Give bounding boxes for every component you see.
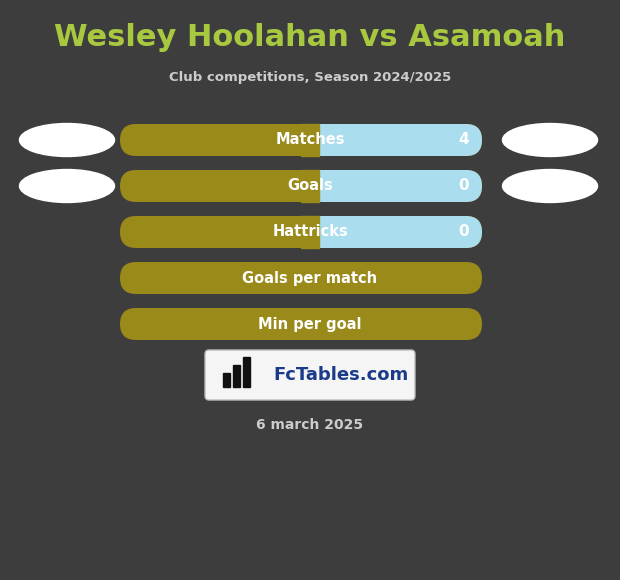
FancyBboxPatch shape	[301, 170, 482, 202]
Text: 0: 0	[459, 224, 469, 240]
Ellipse shape	[19, 169, 115, 202]
Bar	[301, 216, 319, 248]
Ellipse shape	[19, 124, 115, 157]
Bar	[233, 365, 240, 387]
FancyBboxPatch shape	[120, 170, 482, 202]
FancyBboxPatch shape	[301, 216, 482, 248]
Text: Goals per match: Goals per match	[242, 270, 378, 285]
Text: Club competitions, Season 2024/2025: Club competitions, Season 2024/2025	[169, 71, 451, 85]
Text: Min per goal: Min per goal	[259, 317, 361, 332]
Bar	[223, 373, 230, 387]
FancyBboxPatch shape	[120, 124, 482, 156]
Text: Goals: Goals	[287, 179, 333, 194]
Text: FcTables.com: FcTables.com	[273, 366, 408, 384]
Text: Wesley Hoolahan vs Asamoah: Wesley Hoolahan vs Asamoah	[55, 24, 565, 53]
Text: 0: 0	[459, 179, 469, 194]
FancyBboxPatch shape	[120, 262, 482, 294]
Bar	[301, 170, 319, 202]
Bar	[243, 357, 250, 387]
Ellipse shape	[502, 124, 598, 157]
Text: Matches: Matches	[275, 132, 345, 147]
Text: Hattricks: Hattricks	[272, 224, 348, 240]
FancyBboxPatch shape	[120, 308, 482, 340]
Text: 6 march 2025: 6 march 2025	[257, 418, 363, 432]
FancyBboxPatch shape	[301, 124, 482, 156]
FancyBboxPatch shape	[205, 350, 415, 400]
FancyBboxPatch shape	[120, 216, 482, 248]
Ellipse shape	[502, 169, 598, 202]
Text: 4: 4	[459, 132, 469, 147]
Bar	[301, 124, 319, 156]
